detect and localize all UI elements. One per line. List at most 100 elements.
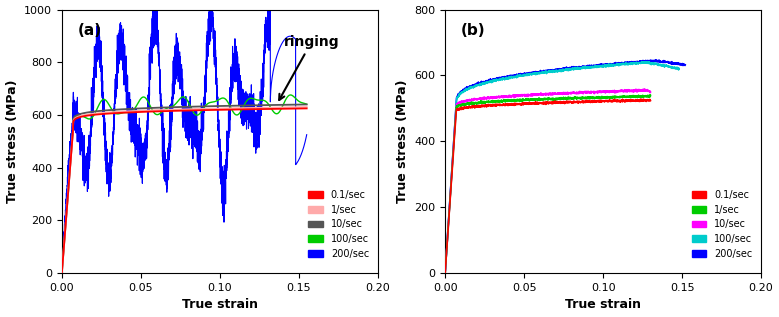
Legend: 0.1/sec, 1/sec, 10/sec, 100/sec, 200/sec: 0.1/sec, 1/sec, 10/sec, 100/sec, 200/sec [305, 186, 373, 263]
200/sec [298, 151, 307, 154]
100/sec [286, 93, 295, 97]
200/sec [57, 271, 66, 275]
0.1/sec [467, 106, 477, 110]
0.1/sec [120, 111, 129, 114]
Line: 200/sec: 200/sec [445, 60, 686, 273]
200/sec [440, 271, 449, 275]
10/sec [467, 98, 477, 101]
200/sec [545, 69, 554, 73]
10/sec [302, 103, 312, 107]
Line: 100/sec: 100/sec [62, 95, 307, 273]
0.1/sec [548, 100, 558, 104]
Y-axis label: True stress (MPa): True stress (MPa) [396, 80, 409, 203]
1/sec [220, 107, 230, 110]
200/sec [162, 171, 171, 175]
Line: 10/sec: 10/sec [445, 89, 650, 272]
100/sec [542, 72, 552, 75]
100/sec [563, 68, 573, 71]
1/sec [302, 105, 312, 109]
100/sec [637, 60, 647, 64]
10/sec [241, 104, 251, 107]
100/sec [440, 271, 449, 275]
10/sec [646, 90, 655, 94]
X-axis label: True strain: True strain [182, 298, 258, 311]
0.1/sec [646, 99, 655, 103]
X-axis label: True strain: True strain [565, 298, 641, 311]
Line: 200/sec: 200/sec [62, 10, 307, 273]
Legend: 0.1/sec, 1/sec, 10/sec, 100/sec, 200/sec: 0.1/sec, 1/sec, 10/sec, 100/sec, 200/sec [688, 186, 756, 263]
1/sec [645, 93, 654, 97]
10/sec [120, 107, 129, 111]
10/sec [530, 93, 539, 96]
200/sec [472, 83, 481, 87]
200/sec [572, 66, 581, 70]
200/sec [481, 79, 490, 83]
0.1/sec [57, 271, 66, 275]
10/sec [202, 104, 211, 108]
10/sec [57, 271, 66, 275]
10/sec [220, 104, 230, 108]
10/sec [100, 108, 110, 112]
10/sec [475, 97, 485, 100]
Line: 0.1/sec: 0.1/sec [445, 99, 650, 273]
0.1/sec [475, 104, 485, 108]
200/sec [302, 133, 312, 137]
1/sec [548, 98, 558, 102]
Text: ringing: ringing [279, 35, 339, 100]
1/sec [475, 101, 485, 105]
100/sec [202, 103, 211, 107]
0.1/sec [530, 101, 539, 105]
Y-axis label: True stress (MPa): True stress (MPa) [5, 80, 19, 203]
0.1/sec [100, 112, 110, 116]
200/sec [271, 59, 280, 62]
10/sec [548, 92, 558, 95]
100/sec [168, 104, 178, 108]
10/sec [168, 105, 178, 109]
1/sec [552, 96, 562, 100]
0.1/sec [302, 107, 312, 110]
0.1/sec [241, 107, 251, 111]
0.1/sec [168, 109, 178, 113]
100/sec [120, 111, 129, 114]
1/sec [241, 106, 251, 110]
0.1/sec [220, 108, 230, 112]
1/sec [202, 107, 211, 111]
200/sec [85, 154, 94, 158]
10/sec [552, 92, 562, 96]
0.1/sec [552, 101, 562, 105]
1/sec [57, 271, 66, 275]
1/sec [530, 98, 539, 102]
1/sec [100, 111, 110, 114]
1/sec [440, 271, 449, 275]
100/sec [220, 97, 230, 101]
100/sec [568, 67, 577, 70]
200/sec [521, 72, 530, 76]
0.1/sec [202, 108, 211, 112]
200/sec [566, 67, 576, 70]
0.1/sec [440, 271, 449, 275]
Line: 1/sec: 1/sec [445, 95, 650, 273]
10/sec [509, 94, 519, 98]
0.1/sec [509, 101, 519, 105]
0.1/sec [636, 97, 645, 101]
200/sec [100, 115, 109, 119]
Line: 100/sec: 100/sec [445, 62, 679, 273]
1/sec [509, 99, 519, 102]
100/sec [471, 84, 481, 88]
100/sec [520, 73, 529, 77]
100/sec [675, 67, 684, 70]
Text: (b): (b) [461, 23, 485, 38]
1/sec [646, 94, 655, 97]
1/sec [168, 108, 178, 112]
200/sec [150, 8, 159, 11]
10/sec [640, 87, 649, 91]
Line: 0.1/sec: 0.1/sec [62, 108, 307, 273]
200/sec [654, 58, 664, 62]
100/sec [57, 271, 66, 275]
100/sec [100, 98, 110, 102]
200/sec [681, 63, 690, 67]
200/sec [151, 34, 160, 38]
Text: (a): (a) [78, 23, 102, 38]
1/sec [120, 110, 129, 113]
100/sec [302, 102, 312, 106]
